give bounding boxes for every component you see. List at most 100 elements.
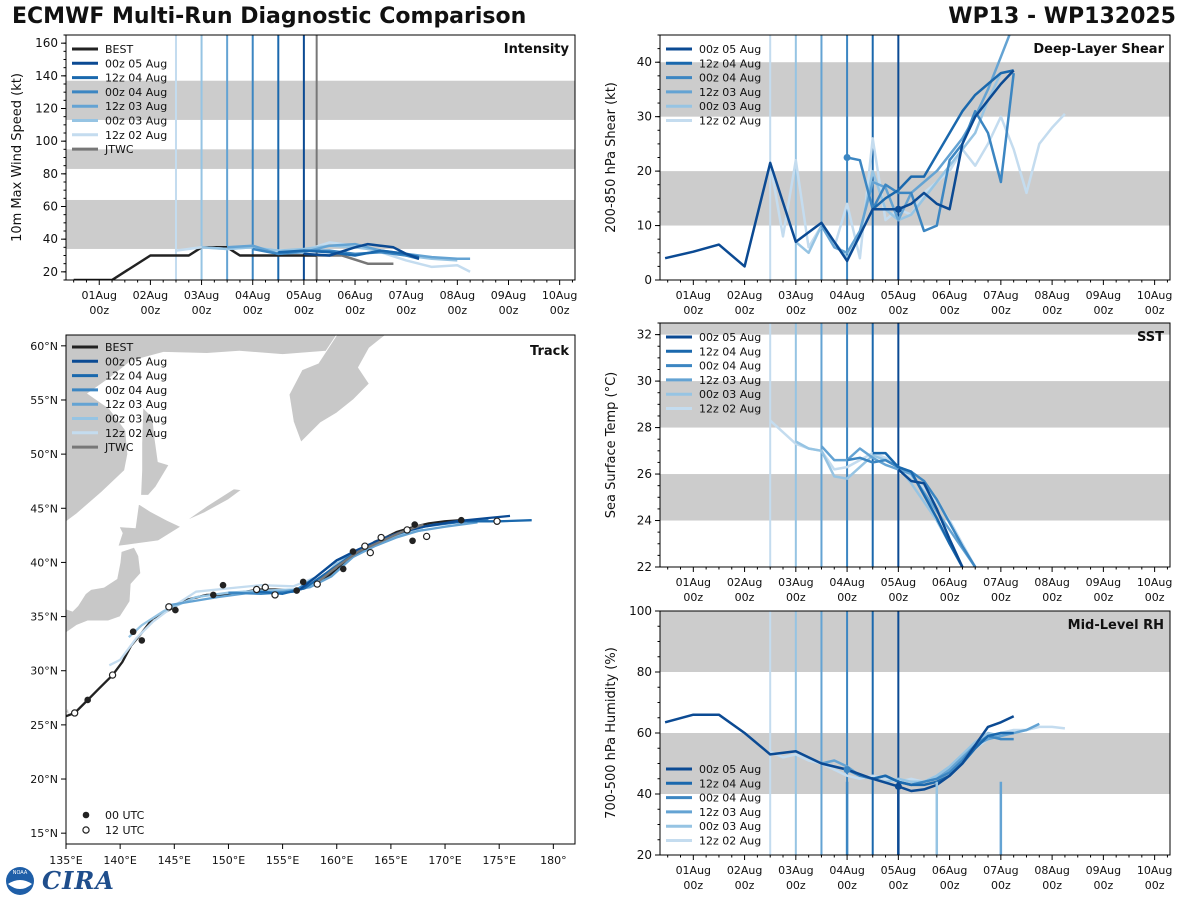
sst-xtick-label: 02Aug [727,576,762,589]
rh-ytick-label: 20 [637,848,652,862]
shear-series-run_12z_03aug [820,35,1011,255]
track-ytick-label: 35°N [30,611,58,624]
track-00utc-point [172,606,179,614]
shear-marker-run_00z_04aug [843,154,851,161]
shear-xtick-sublabel: 00z [786,304,806,317]
track-legend-label: 00z 05 Aug [105,355,167,368]
sst-xtick-label: 08Aug [1034,576,1069,589]
sst-xtick-sublabel: 00z [735,591,755,604]
sst-ytick-label: 28 [637,421,652,435]
rh-xtick-sublabel: 00z [888,879,908,892]
track-landmass [140,406,170,496]
shear-shaded-band [660,171,1170,226]
sst-shaded-band [660,381,1170,428]
rh-ytick-label: 60 [637,726,652,740]
shear-ylabel: 200-850 hPa Shear (kt) [604,82,619,233]
shear-series-run_12z_04aug [871,69,1014,211]
track-marker-legend-12utc [82,826,90,834]
track-12utc-point [377,533,385,542]
track-xtick-label: 155°E [266,854,299,867]
track-marker-legend-00utc [82,811,90,819]
rh-panel-title: Mid-Level RH [1068,618,1164,633]
shear-legend-label: 12z 03 Aug [699,86,761,99]
track-landmass [66,546,142,634]
track-panel: 15°N 20°N 25°N 30°N 35°N 40°N 45°N 50°N 55°N 60°N… [30,334,576,867]
shear-xtick-sublabel: 00z [991,304,1011,317]
sst-xtick-label: 06Aug [932,576,967,589]
intensity-xtick-label: 05Aug [286,289,321,302]
intensity-xtick-sublabel: 00z [141,304,161,317]
sst-series-group [769,419,978,567]
shear-panel: 0 10 20 30 40 01Aug 00z 02Aug 00z 03Aug 00z 04Aug 00… [604,34,1172,317]
rh-ytick-label: 80 [637,665,652,679]
shear-series-run_00z_04aug [846,72,1015,233]
track-series-run_00z_03aug [128,528,424,639]
track-series-run_00z_04aug [228,517,489,595]
rh-xtick-label: 02Aug [727,864,762,877]
shear-ytick-label: 10 [637,219,652,233]
track-12utc-point [108,671,117,679]
track-series-run_12z_02aug [108,527,424,667]
shear-xtick-sublabel: 00z [1093,304,1113,317]
rh-xtick-sublabel: 00z [1093,879,1113,892]
track-land-group [66,335,387,717]
track-00utc-point [299,578,307,586]
rh-series-run_12z_04aug [872,731,1014,787]
rh-shaded-band [660,611,1170,672]
intensity-ytick-label: 80 [43,167,58,181]
intensity-xtick-sublabel: 00z [396,304,416,317]
sst-ytick-label: 24 [637,514,652,528]
intensity-legend-label: JTWC [104,143,134,156]
track-legend-label: BEST [105,341,133,354]
shear-xtick-label: 02Aug [727,289,762,302]
intensity-series-run_00z_05aug [303,242,420,260]
sst-xtick-label: 09Aug [1086,576,1121,589]
track-ytick-label: 45°N [30,502,58,515]
track-00utc-point [129,628,137,636]
rh-series-group [664,713,1066,855]
sst-series-run_00z_04aug [846,456,978,567]
intensity-shaded-band [66,80,575,120]
shear-ytick-label: 0 [644,273,652,287]
track-ytick-label: 30°N [30,665,58,678]
shear-panel-title: Deep-Layer Shear [1033,42,1164,57]
track-00utc-point [138,637,146,644]
shear-xtick-sublabel: 00z [940,304,960,317]
shear-xtick-sublabel: 00z [683,304,703,317]
rh-legend-label: 12z 03 Aug [699,806,761,819]
shear-legend-label: 12z 02 Aug [699,115,761,128]
rh-xtick-sublabel: 00z [786,879,806,892]
rh-marker-run_00z_05aug [894,782,902,790]
track-marker-legend-label: 12 UTC [105,824,145,837]
sst-xtick-label: 10Aug [1137,576,1172,589]
track-legend-label: 00z 04 Aug [105,384,167,397]
intensity-legend-label: 00z 05 Aug [105,57,167,70]
sst-series-run_00z_05aug [897,468,964,567]
track-00utc-point [84,696,91,704]
track-12utc-point [313,580,321,588]
shear-xtick-label: 10Aug [1137,289,1172,302]
rh-ytick-label: 40 [637,787,652,801]
track-12utc-point [165,603,173,611]
sst-legend-label: 00z 04 Aug [699,360,761,373]
intensity-xtick-label: 02Aug [133,289,168,302]
track-ytick-label: 50°N [30,448,58,461]
shear-legend-label: 12z 04 Aug [699,57,761,70]
intensity-xtick-label: 01Aug [82,289,117,302]
sst-legend-label: 12z 02 Aug [699,403,761,416]
rh-legend-label: 00z 05 Aug [699,763,761,776]
intensity-ytick-label: 60 [43,200,58,214]
shear-xtick-sublabel: 00z [735,304,755,317]
shear-xtick-label: 07Aug [983,289,1018,302]
rh-xtick-label: 04Aug [829,864,864,877]
track-00utc-point [219,581,227,589]
intensity-legend-label: 12z 04 Aug [105,72,167,85]
intensity-xtick-label: 09Aug [491,289,526,302]
track-xtick-label: 145°E [158,854,191,867]
rh-xtick-label: 09Aug [1086,864,1121,877]
shear-series-group [664,35,1066,268]
rh-marker-run_00z_04aug [843,766,851,774]
sst-xtick-sublabel: 00z [1093,591,1113,604]
rh-xtick-label: 08Aug [1034,864,1069,877]
